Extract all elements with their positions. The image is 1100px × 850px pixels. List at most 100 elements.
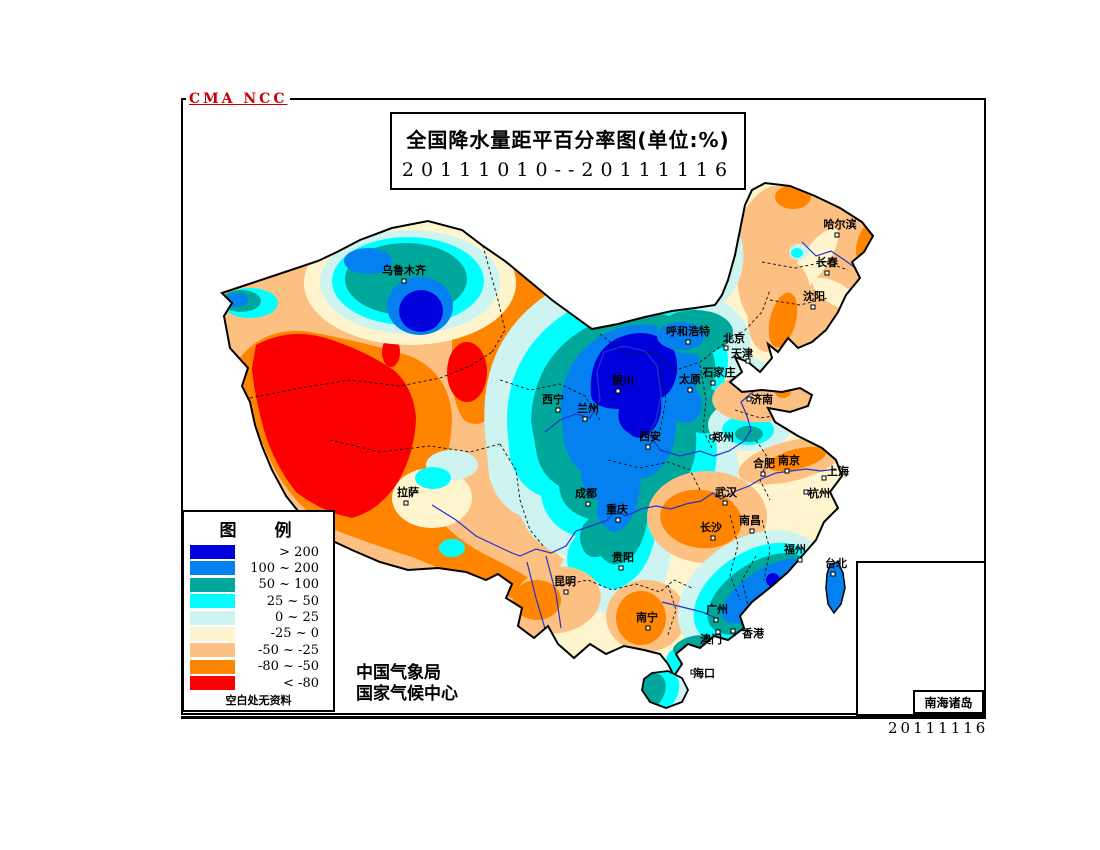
legend-title: 图 例 [219, 521, 308, 541]
legend-footnote: 空白处无资料 [225, 694, 292, 707]
legend-row: -50 ~ -25 [190, 642, 327, 658]
city-marker [710, 535, 716, 541]
city-label: 上海 [827, 464, 849, 478]
city-marker [834, 232, 840, 238]
city-marker [745, 358, 751, 364]
city-marker [830, 571, 836, 577]
attribution-line1: 中国气象局 [356, 663, 441, 683]
city-label: 杭州 [808, 486, 830, 500]
city-label: 银川 [612, 373, 634, 387]
city-marker [555, 407, 561, 413]
legend-swatch [190, 626, 235, 641]
city-marker [615, 517, 621, 523]
songhua-river [801, 241, 859, 271]
legend-swatch [190, 659, 235, 674]
city-label: 郑州 [712, 430, 734, 444]
city-label: 武汉 [715, 485, 738, 499]
city-label: 西宁 [542, 392, 564, 406]
city-label: 北京 [723, 331, 745, 345]
city-marker [710, 380, 716, 386]
title-box: 全国降水量距平百分率图(单位:%) 20111010--20111116 [390, 112, 746, 190]
city-marker [690, 669, 696, 675]
river [526, 561, 547, 633]
city-marker [821, 475, 827, 481]
city-label: 南宁 [636, 610, 658, 624]
city-label: 海口 [693, 666, 715, 680]
legend-range-label: 50 ~ 100 [258, 577, 319, 593]
legend-swatch [190, 594, 235, 609]
city-label: 台北 [825, 556, 847, 570]
legend-row: 25 ~ 50 [190, 593, 327, 609]
date-stamp: 20111116 [888, 719, 989, 737]
legend-range-label: -80 ~ -50 [257, 659, 319, 675]
legend-row: 50 ~ 100 [190, 577, 327, 593]
city-marker [645, 625, 651, 631]
legend-swatch [190, 561, 235, 576]
city-marker [585, 501, 591, 507]
city-marker [709, 434, 715, 440]
legend-swatch [190, 610, 235, 625]
city-marker [810, 304, 816, 310]
city-label: 长沙 [700, 520, 722, 534]
city-marker [824, 270, 830, 276]
city-label: 哈尔滨 [824, 217, 857, 231]
city-marker [723, 345, 729, 351]
city-marker [563, 589, 569, 595]
legend-range-label: 0 ~ 25 [275, 610, 319, 625]
city-marker [722, 500, 728, 506]
legend-items: > 200 100 ~ 200 50 ~ 100 25 ~ 50 0 ~ 25 -25 ~… [184, 543, 333, 691]
legend: 图 例 > 200 100 ~ 200 50 ~ 100 25 ~ 50 0 ~ 25-… [182, 510, 335, 712]
legend-swatch [190, 545, 235, 559]
city-marker [746, 396, 752, 402]
city-label: 长春 [816, 255, 839, 269]
legend-range-label: 25 ~ 50 [266, 593, 319, 609]
city-label: 天津 [731, 346, 753, 360]
attribution-line2: 国家气候中心 [356, 684, 458, 704]
inset-label: 南海诸岛 [913, 690, 984, 714]
china-national-border [220, 181, 875, 678]
anomaly-contour-fills [222, 183, 873, 676]
legend-range-label: -25 ~ 0 [270, 626, 319, 642]
legend-row: 100 ~ 200 [190, 560, 327, 576]
legend-swatch [190, 676, 235, 690]
city-label: 兰州 [577, 401, 599, 415]
yellow-river [544, 345, 793, 457]
map-title: 全国降水量距平百分率图(单位:%) [406, 128, 730, 152]
city-label: 成都 [575, 486, 597, 500]
city-label: 西安 [639, 429, 661, 443]
city-marker [803, 489, 809, 495]
legend-row: < -80 [190, 675, 327, 691]
legend-range-label: > 200 [279, 544, 319, 560]
river [545, 555, 562, 629]
city-marker [615, 388, 621, 394]
city-label: 石家庄 [702, 365, 736, 379]
city-label: 贵阳 [612, 550, 634, 564]
city-marker [797, 557, 803, 563]
city-marker [730, 628, 736, 634]
city-marker [687, 387, 693, 393]
legend-swatch [190, 643, 235, 658]
city-label: 太原 [678, 372, 701, 386]
cma-ncc-watermark: CMA NCC [186, 92, 291, 107]
city-label: 呼和浩特 [666, 324, 710, 338]
city-label: 香港 [741, 626, 765, 640]
map-frame-bottom-line [181, 716, 986, 719]
rivers [431, 241, 859, 633]
pearl-river [661, 601, 717, 619]
city-label: 福州 [783, 542, 806, 556]
legend-row: -25 ~ 0 [190, 626, 327, 642]
legend-range-label: < -80 [283, 675, 319, 691]
city-marker [582, 416, 588, 422]
city-label: 南昌 [739, 513, 761, 527]
city-marker [715, 629, 721, 635]
city-marker [760, 471, 766, 477]
legend-row: -80 ~ -50 [190, 659, 327, 675]
city-label: 合肥 [753, 456, 775, 470]
city-marker [749, 528, 755, 534]
legend-range-label: -50 ~ -25 [257, 642, 319, 658]
city-label: 济南 [751, 392, 773, 406]
yangtze-river [431, 468, 837, 557]
date-range: 20111010--20111116 [401, 159, 735, 181]
city-label: 昆明 [554, 575, 576, 588]
